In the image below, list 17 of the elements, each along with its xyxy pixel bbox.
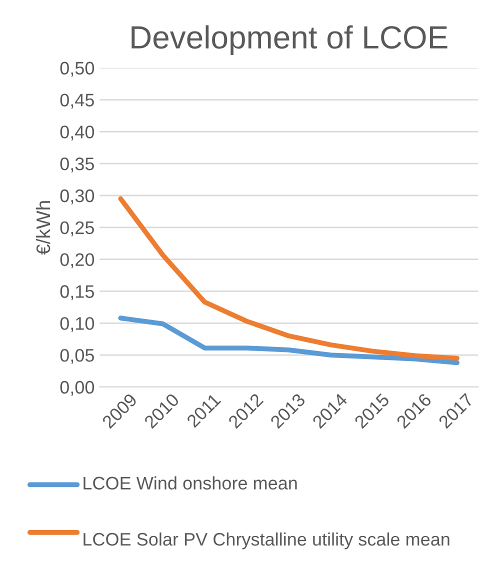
y-axis-title: €/kWh: [36, 201, 50, 255]
y-tick-label: 0,00: [60, 380, 94, 396]
line-series: [118, 196, 460, 361]
chart-title: Development of LCOE: [132, 25, 448, 56]
y-tick-label: 0,25: [60, 221, 94, 236]
y-tick-label: 0,40: [60, 126, 94, 141]
legend-label: LCOE Solar PV Chrystalline utility scale mean: [84, 532, 450, 550]
y-tick-label: 0,45: [60, 94, 94, 109]
legend-label: LCOE Wind onshore mean: [84, 476, 297, 490]
y-tick-label: 0,10: [60, 317, 94, 332]
y-tick-label: 0,05: [60, 348, 94, 364]
y-tick-label: 0,20: [60, 253, 94, 268]
y-tick-label: 0,15: [60, 285, 94, 300]
line-series: [118, 316, 460, 366]
y-tick-label: 0,35: [60, 158, 94, 172]
y-tick-label: 0,50: [60, 62, 94, 77]
y-tick-label: 0,30: [60, 189, 94, 204]
